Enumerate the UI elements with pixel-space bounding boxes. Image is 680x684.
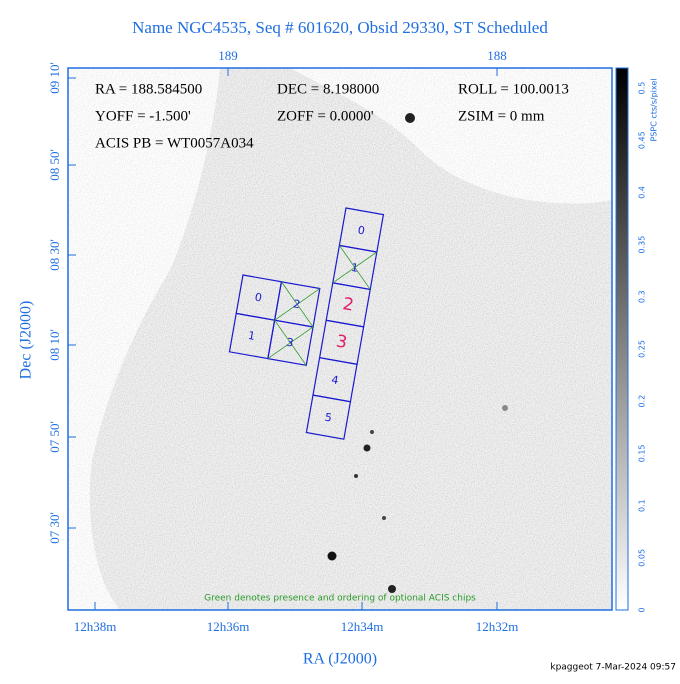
- frame: [67, 67, 613, 611]
- note: Green denotes presence and ordering of o…: [204, 594, 476, 604]
- chip-label: 1: [247, 329, 256, 343]
- chip-label: 0: [254, 290, 263, 304]
- footer: kpaggeot 7-Mar-2024 09:57: [550, 663, 676, 673]
- chip-label: 5: [324, 411, 333, 425]
- colorbar-tick: 0.45: [638, 131, 647, 149]
- chip-label: 3: [285, 336, 294, 350]
- colorbar-tick: 0.35: [638, 236, 647, 254]
- colorbar-tick: 0.15: [638, 444, 647, 462]
- info-zsim: ZSIM = 0 mm: [458, 108, 545, 124]
- colorbar-tick: 0.05: [638, 549, 647, 567]
- y-axis-label: Dec (J2000): [18, 301, 35, 380]
- chip-label: 2: [341, 294, 355, 316]
- chip-label: 3: [335, 331, 349, 353]
- chip-label: 2: [292, 297, 301, 311]
- colorbar-tick: 0.1: [638, 499, 647, 512]
- bottom-tick: 12h38m: [74, 619, 117, 634]
- colorbar-label: PSPC cts/s/pixel: [650, 78, 659, 141]
- colorbar-ticks: 0 0.05 0.1 0.15 0.2 0.25 0.3 0.35 0.4 0.45 0.5: [638, 82, 647, 613]
- chip-label: 0: [357, 223, 366, 237]
- left-tick: 08 30': [47, 239, 62, 271]
- bottom-tick: 12h36m: [207, 619, 250, 634]
- chip-label: 1: [350, 261, 359, 275]
- colorbar-tick: 0.4: [638, 186, 647, 199]
- colorbar: [615, 67, 629, 611]
- left-tick: 07 50': [47, 421, 62, 453]
- colorbar-tick: 0: [638, 607, 647, 612]
- sky-image: [68, 68, 612, 610]
- info-zoff: ZOFF = 0.0000': [277, 108, 374, 124]
- info-dec: DEC = 8.198000: [277, 81, 379, 97]
- colorbar-tick: 0.3: [638, 290, 647, 303]
- info-acis: ACIS PB = WT0057A034: [95, 135, 254, 151]
- top-tick: 189: [218, 48, 238, 63]
- info: RA = 188.584500 DEC = 8.198000 ROLL = 10…: [95, 81, 569, 151]
- info-roll: ROLL = 100.0013: [458, 81, 569, 97]
- colorbar-tick: 0.25: [638, 340, 647, 358]
- bottom-tick: 12h34m: [341, 619, 384, 634]
- left-tick: 09 10': [47, 62, 62, 94]
- bottom-tick: 12h32m: [476, 619, 519, 634]
- left-tick: 07 30': [47, 512, 62, 544]
- colorbar-tick: 0.2: [638, 395, 647, 408]
- s-array: 0 1 2 3 4 5: [305, 207, 385, 440]
- left-tick: 08 10': [47, 329, 62, 361]
- ticks: [68, 68, 498, 610]
- info-ra: RA = 188.584500: [95, 81, 202, 97]
- title: Name NGC4535, Seq # 601620, Obsid 29330,…: [132, 18, 548, 37]
- x-axis-label: RA (J2000): [303, 651, 377, 668]
- i-array: 0 2 1 3: [228, 274, 321, 367]
- info-yoff: YOFF = -1.500': [95, 108, 191, 124]
- chip-label: 4: [330, 373, 339, 387]
- top-tick: 188: [487, 48, 507, 63]
- left-tick: 08 50': [47, 149, 62, 181]
- colorbar-tick: 0.5: [638, 82, 647, 95]
